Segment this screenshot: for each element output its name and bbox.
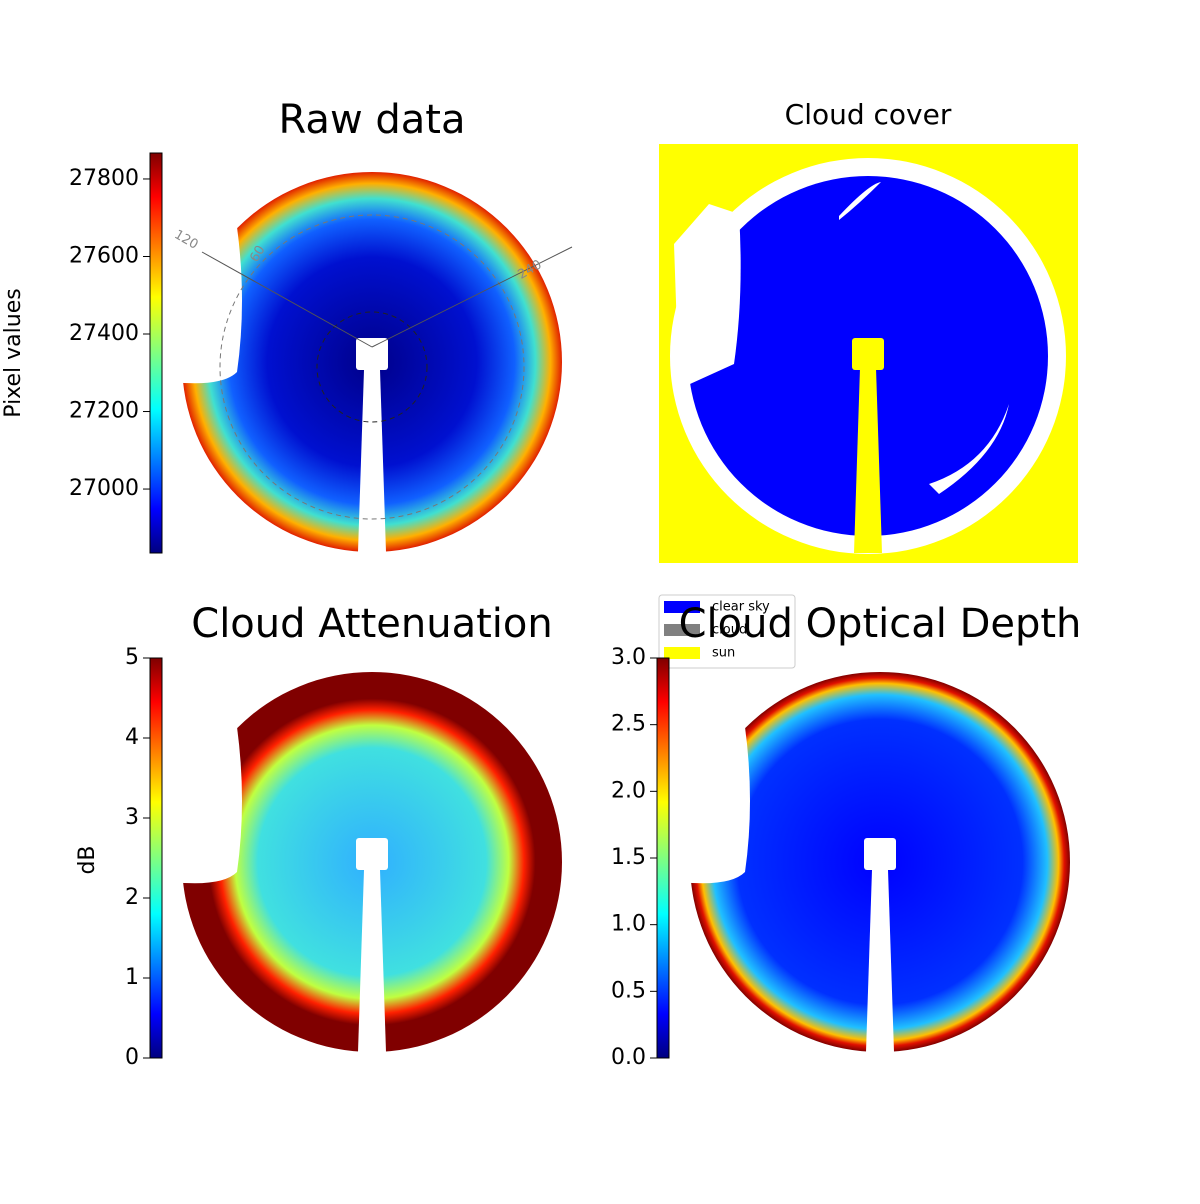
sun-blocker (852, 338, 884, 370)
colorbar (149, 657, 163, 1059)
colorbar-tick-label: 0 (125, 1045, 139, 1070)
panel-title: Cloud Attenuation (191, 601, 552, 647)
blocker-arm (854, 368, 882, 553)
legend-swatch (664, 601, 700, 613)
colorbar-tick-label: 5 (125, 645, 139, 670)
blocker-arm (358, 870, 386, 1052)
colorbar-tick-label: 2 (125, 885, 139, 910)
colorbar-label: dB (75, 845, 100, 874)
colorbar-tick-label: 2.5 (611, 712, 646, 737)
horizon-mask (172, 727, 242, 884)
colorbar-tick-label: 27000 (69, 476, 139, 501)
colorbar-tick-label: 1.0 (611, 912, 646, 937)
polar-grid (316, 311, 428, 423)
sun-blocker (356, 838, 388, 870)
colorbar-tick-label: 4 (125, 725, 139, 750)
horizon-mask (680, 727, 750, 884)
colorbar-tick-label: 1 (125, 965, 139, 990)
polar-grid (219, 214, 525, 520)
azimuth-line (371, 246, 573, 348)
colorbar-tick-label: 3 (125, 805, 139, 830)
colorbar-tick-label: 3.0 (611, 645, 646, 670)
polar-label: 60 (247, 243, 268, 265)
colorbar-tick-label: 27400 (69, 321, 139, 346)
panel-title: Cloud cover (785, 98, 952, 131)
panel-title: Cloud Optical Depth (679, 601, 1082, 647)
colorbar-tick-label: 2.0 (611, 778, 646, 803)
azimuth-line (201, 251, 373, 348)
blocker-arm (866, 870, 894, 1052)
panel-title: Raw data (279, 97, 466, 143)
cloud-streak (929, 404, 1009, 494)
colorbar-tick-label: 0.5 (611, 978, 646, 1003)
colorbar-tick-label: 27600 (69, 243, 139, 268)
blocker-arm (358, 370, 386, 552)
horizon-mask (172, 227, 242, 384)
colorbar-tick-label: 27800 (69, 166, 139, 191)
colorbar-tick-label: 0.0 (611, 1045, 646, 1070)
cloud-streak (839, 182, 881, 220)
sun-blocker (864, 838, 896, 870)
horizon-mask (674, 204, 741, 389)
colorbar-tick-label: 27200 (69, 399, 139, 424)
legend-swatch (664, 624, 700, 636)
legend-label: cloud (712, 623, 747, 638)
legend-swatch (664, 647, 700, 659)
colorbar-tick-label: 1.5 (611, 845, 646, 870)
colorbar-label: Pixel values (1, 288, 26, 417)
colorbar (149, 152, 163, 554)
legend-label: sun (712, 646, 735, 661)
panels: Raw data12060240270002720027400276002780… (1, 97, 1081, 1070)
legend-label: clear sky (712, 600, 770, 615)
sun-blocker (356, 338, 388, 370)
colorbar (656, 657, 670, 1059)
